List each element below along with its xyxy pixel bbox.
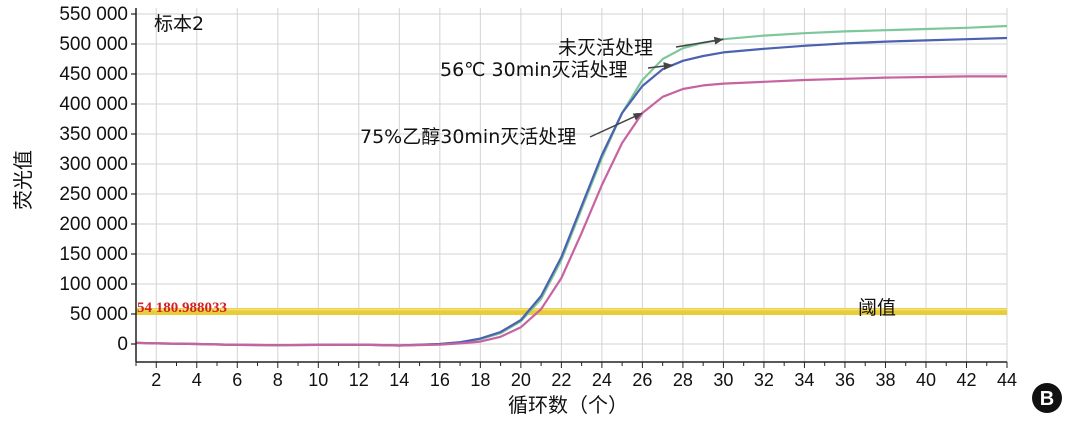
y-tick-label-0: 0 [117, 334, 128, 355]
panel-label: B [1040, 388, 1054, 410]
x-tick-label-11: 24 [592, 370, 612, 390]
annotation-untreated: 未灭活处理 [558, 37, 653, 59]
y-tick-label-9: 450 000 [59, 64, 128, 85]
x-tick-label-9: 20 [511, 370, 531, 390]
x-tick-label-6: 14 [389, 370, 409, 390]
y-axis-title: 荧光值 [11, 150, 35, 210]
x-tick-label-2: 6 [232, 370, 242, 390]
x-tick-label-15: 32 [754, 370, 774, 390]
x-tick-label-12: 26 [632, 370, 652, 390]
labels: 标本2 荧光值 循环数（个） 54 180.988033 阈值 未灭活处理 56… [11, 13, 896, 417]
series-lines [135, 24, 1008, 347]
chart-title: 标本2 [154, 13, 204, 35]
x-tick-label-1: 4 [192, 370, 202, 390]
panel-label-circle [1032, 383, 1062, 413]
y-tick-label-1: 50 000 [70, 304, 128, 325]
annotation-arrow-line-2 [589, 112, 643, 138]
x-tick-label-16: 34 [794, 370, 814, 390]
x-tick-label-20: 42 [956, 370, 976, 390]
y-tick-label-6: 300 000 [59, 154, 128, 175]
x-tick-label-17: 36 [835, 370, 855, 390]
axes: 0 50 000 100 000 150 000 200 000 250 000 300 0… [59, 4, 1017, 390]
x-tick-label-13: 28 [673, 370, 693, 390]
x-tick-label-10: 22 [551, 370, 571, 390]
x-tick-label-21: 44 [997, 370, 1017, 390]
annotation-ethanol: 75%乙醇30min灭活处理 [360, 126, 576, 148]
y-tick-label-7: 350 000 [59, 124, 128, 145]
x-tick-label-4: 10 [308, 370, 328, 390]
threshold-name-label: 阈值 [858, 297, 896, 319]
x-tick-label-0: 2 [151, 370, 161, 390]
x-tick-label-7: 16 [430, 370, 450, 390]
threshold-band [136, 307, 1007, 315]
y-tick-label-4: 200 000 [59, 214, 128, 235]
grid [136, 8, 1008, 362]
y-tick-label-3: 150 000 [59, 244, 128, 265]
x-tick-label-18: 38 [875, 370, 895, 390]
annotation-arrow-head-1 [663, 62, 673, 71]
y-tick-label-2: 100 000 [59, 274, 128, 295]
x-axis-title: 循环数（个） [508, 393, 628, 417]
x-tick-label-14: 30 [713, 370, 733, 390]
series-line-2 [135, 75, 1007, 347]
x-tick-label-19: 40 [916, 370, 936, 390]
x-tick-label-8: 18 [470, 370, 490, 390]
threshold-value-label: 54 180.988033 [137, 300, 227, 316]
x-tick-label-5: 12 [349, 370, 369, 390]
annotation-arrow-head-2 [632, 113, 643, 121]
y-tick-label-10: 500 000 [59, 34, 128, 55]
y-tick-label-5: 250 000 [59, 184, 128, 205]
annotation-56c: 56℃ 30min灭活处理 [440, 59, 628, 81]
y-tick-label-8: 400 000 [59, 94, 128, 115]
x-tick-label-3: 8 [273, 370, 283, 390]
annotation-arrow-head-0 [713, 36, 724, 45]
panel-label-badge: B [1032, 383, 1062, 413]
y-tick-label-11: 550 000 [59, 4, 128, 25]
